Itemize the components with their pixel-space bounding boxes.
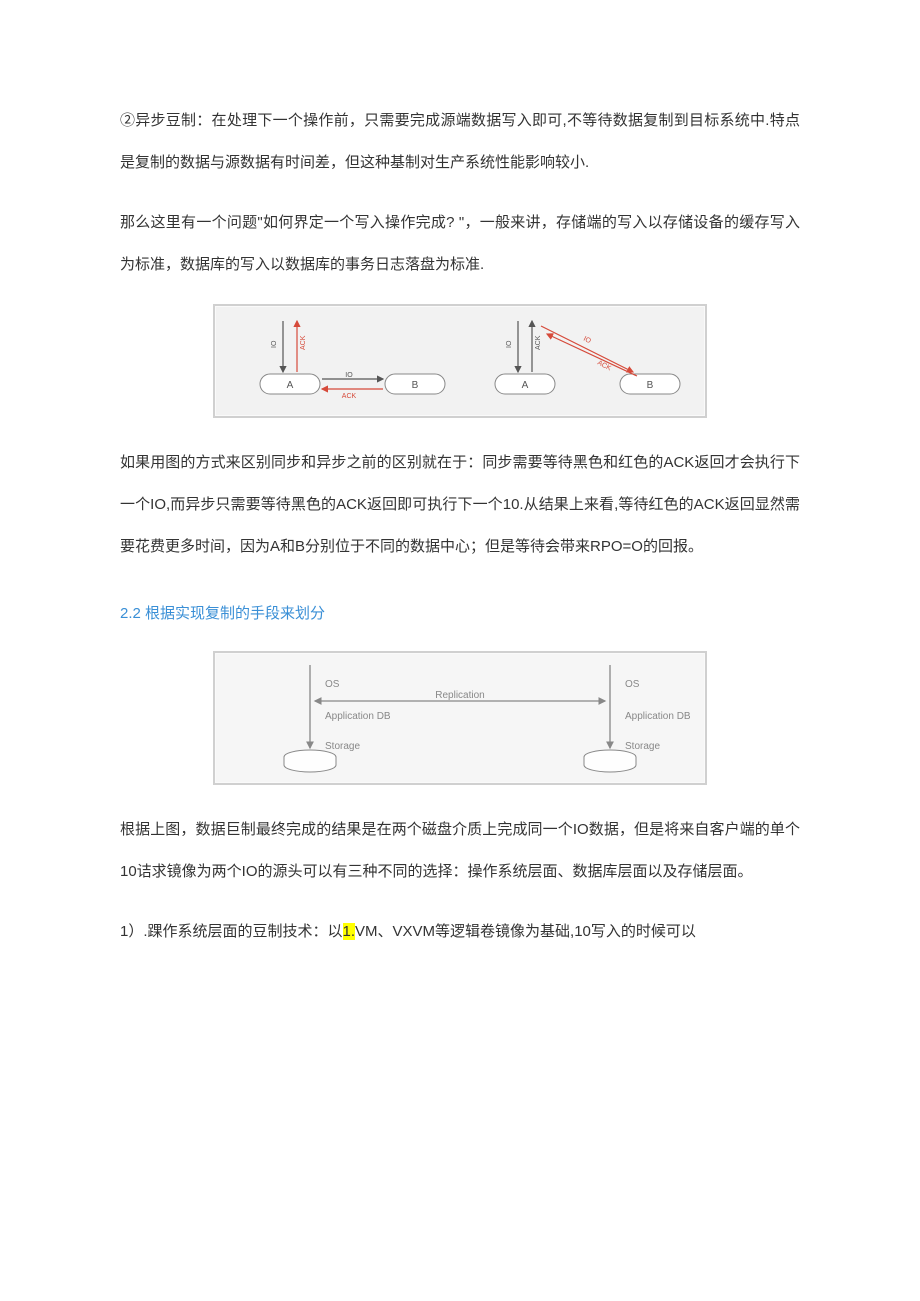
paragraph-question: 那么这里有一个问题"如何界定一个写入操作完成? "，一般来讲，存储端的写入以存储… — [120, 202, 800, 286]
node-b1-label: B — [412, 380, 419, 391]
replication-layers-diagram: OS Application DB Storage OS Application… — [213, 651, 707, 785]
p5-prefix: 1）.踝作系统层面的豆制技术：以 — [120, 923, 343, 940]
replication-layers-diagram-wrap: OS Application DB Storage OS Application… — [120, 651, 800, 785]
d2-storage-right: Storage — [625, 741, 660, 752]
p5-suffix: VM、VXVM等逻辑卷镜像为基础,10写入的时候可以 — [355, 923, 696, 940]
node-b2-label: B — [647, 380, 654, 391]
sync-async-diagram-wrap: A B IO ACK IO ACK A B IO ACK IO ACK — [120, 304, 800, 418]
d2-app-right: Application DB — [625, 711, 691, 722]
d2-replication-label: Replication — [435, 690, 484, 701]
io-label-h1: IO — [345, 372, 353, 379]
d2-app-left: Application DB — [325, 711, 391, 722]
sync-async-diagram: A B IO ACK IO ACK A B IO ACK IO ACK — [213, 304, 707, 418]
paragraph-diagram-explain: 如果用图的方式来区别同步和异步之前的区别就在于：同步需要等待黑色和红色的ACK返… — [120, 442, 800, 568]
d2-os-right: OS — [625, 679, 640, 690]
ack-label-1: ACK — [300, 335, 307, 350]
d2-os-left: OS — [325, 679, 340, 690]
ack-label-h1: ACK — [342, 393, 357, 400]
io-label-1: IO — [271, 340, 278, 348]
highlight-1: 1. — [343, 923, 356, 940]
node-a1-label: A — [287, 380, 294, 391]
section-2-2-heading: 2.2 根据实现复制的手段来划分 — [120, 602, 800, 623]
paragraph-os-layer: 1）.踝作系统层面的豆制技术：以1.VM、VXVM等逻辑卷镜像为基础,10写入的… — [120, 911, 800, 953]
io-label-2: IO — [506, 340, 513, 348]
node-a2-label: A — [522, 380, 529, 391]
ack-label-2: ACK — [535, 335, 542, 350]
paragraph-intro-2: ②异步豆制：在处理下一个操作前，只需要完成源端数据写入即可,不等待数据复制到目标… — [120, 100, 800, 184]
paragraph-layers-explain: 根据上图，数据巨制最终完成的结果是在两个磁盘介质上完成同一个IO数据，但是将来自… — [120, 809, 800, 893]
d2-storage-left: Storage — [325, 741, 360, 752]
